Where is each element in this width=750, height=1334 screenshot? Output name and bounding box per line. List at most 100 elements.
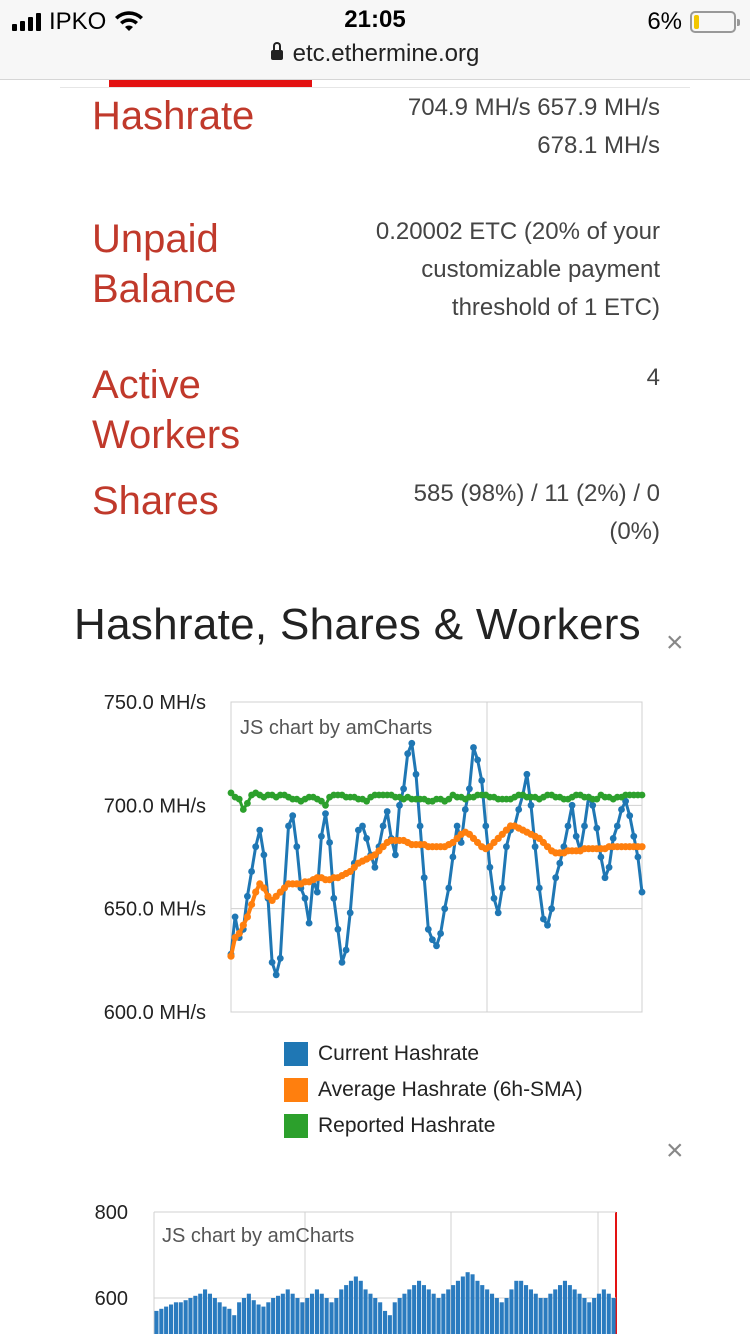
point-current-hashrate xyxy=(429,936,436,944)
chart1-watermark[interactable]: JS chart by amCharts xyxy=(240,717,432,739)
chart1-y-tick: 650.0 MH/s xyxy=(104,899,206,921)
chart2-watermark[interactable]: JS chart by amCharts xyxy=(162,1225,354,1247)
chart2-bar xyxy=(169,1304,174,1334)
address-bar[interactable]: etc.ethermine.org xyxy=(0,40,750,68)
chart2-bar xyxy=(246,1293,251,1334)
point-current-hashrate xyxy=(338,959,346,966)
point-current-hashrate xyxy=(383,808,391,815)
chart2-bar xyxy=(353,1276,358,1334)
legend-reported[interactable]: Reported Hashrate xyxy=(284,1108,583,1144)
chart2-bar xyxy=(222,1306,227,1334)
point-current-hashrate xyxy=(564,822,572,830)
chart2-bar xyxy=(285,1289,290,1334)
url-text: etc.ethermine.org xyxy=(292,40,480,67)
point-current-hashrate xyxy=(445,884,453,892)
battery-percent: 6% xyxy=(647,8,682,35)
unpaid-balance-label: Unpaid Balance xyxy=(92,214,237,314)
chart2-bar xyxy=(251,1300,256,1334)
point-current-hashrate xyxy=(330,894,338,902)
point-current-hashrate xyxy=(593,824,601,832)
chart2-bar xyxy=(611,1298,616,1334)
chart2-bar xyxy=(363,1289,368,1334)
point-current-hashrate xyxy=(494,909,502,917)
point-current-hashrate xyxy=(453,822,461,830)
chart2-bar xyxy=(592,1298,597,1334)
chart2-bar xyxy=(368,1293,373,1334)
close-chart2-button[interactable]: × xyxy=(666,1134,684,1167)
point-current-hashrate xyxy=(589,801,597,809)
chart2-bar xyxy=(348,1280,353,1334)
point-current-hashrate xyxy=(626,812,634,820)
point-current-hashrate xyxy=(527,801,535,809)
chart2-y-tick: 600 xyxy=(95,1288,128,1310)
series-average-hashrate xyxy=(227,822,646,960)
chart2-bar xyxy=(587,1302,592,1334)
point-average-hashrate xyxy=(243,913,251,921)
lock-icon xyxy=(270,42,283,60)
status-left: IPKO xyxy=(12,8,144,36)
chart2-bar xyxy=(295,1298,300,1334)
chart2-bar xyxy=(173,1302,178,1334)
chart2-bar xyxy=(436,1298,441,1334)
point-current-hashrate xyxy=(326,839,333,846)
point-current-hashrate xyxy=(609,835,617,842)
chart2-bar xyxy=(402,1293,407,1334)
chart2-bar xyxy=(528,1289,533,1334)
point-current-hashrate xyxy=(597,853,605,861)
close-chart1-button[interactable]: × xyxy=(666,626,684,659)
signal-icon xyxy=(12,13,41,31)
chart2-bar xyxy=(305,1298,310,1334)
chart1-plot-area xyxy=(230,701,643,1013)
point-current-hashrate xyxy=(613,822,621,830)
point-current-hashrate xyxy=(461,806,469,813)
point-current-hashrate xyxy=(392,851,399,859)
chart2-bar xyxy=(465,1272,470,1334)
point-current-hashrate xyxy=(285,822,292,830)
legend-current-swatch xyxy=(284,1042,308,1066)
point-current-hashrate xyxy=(486,863,494,871)
chart2-bar xyxy=(290,1293,295,1334)
chart2-bar xyxy=(241,1298,246,1334)
chart2-bar xyxy=(159,1308,164,1334)
chart2-bar xyxy=(494,1298,499,1334)
legend-current[interactable]: Current Hashrate xyxy=(284,1036,583,1072)
point-current-hashrate xyxy=(523,770,531,778)
chart2-bar xyxy=(582,1298,587,1334)
legend-average[interactable]: Average Hashrate (6h-SMA) xyxy=(284,1072,583,1108)
point-current-hashrate xyxy=(503,843,510,851)
point-current-hashrate xyxy=(400,785,407,793)
chart2-bar xyxy=(538,1298,543,1334)
point-current-hashrate xyxy=(260,851,268,859)
point-current-hashrate xyxy=(276,954,284,962)
chart2-bar xyxy=(446,1289,451,1334)
hashrate-value: 704.9 MH/s 657.9 MH/s 678.1 MH/s xyxy=(320,89,660,165)
unpaid-label-line2: Balance xyxy=(92,267,237,311)
point-current-hashrate xyxy=(544,921,551,929)
chart2-bar xyxy=(358,1280,363,1334)
point-current-hashrate xyxy=(342,946,350,954)
point-current-hashrate xyxy=(289,812,297,820)
point-current-hashrate xyxy=(548,905,555,913)
point-current-hashrate xyxy=(556,859,564,867)
series-reported-hashrate xyxy=(227,789,646,813)
point-current-hashrate xyxy=(490,894,498,902)
hashrate-value-line1: 704.9 MH/s 657.9 MH/s xyxy=(407,94,660,121)
point-current-hashrate xyxy=(404,750,412,758)
workers-label-line1: Active xyxy=(92,363,201,407)
point-current-hashrate xyxy=(572,832,580,840)
chart2-bar xyxy=(455,1280,460,1334)
point-current-hashrate xyxy=(540,915,547,923)
chart1-y-tick: 750.0 MH/s xyxy=(104,692,206,714)
chart2-bar xyxy=(460,1276,465,1334)
point-current-hashrate xyxy=(618,806,625,813)
chart2-bar xyxy=(519,1280,524,1334)
shares-chart[interactable]: 800 600 JS chart by amCharts xyxy=(60,1190,700,1334)
chart2-bar xyxy=(533,1293,538,1334)
hashrate-chart[interactable]: 750.0 MH/s 700.0 MH/s 650.0 MH/s 600.0 MH/s… xyxy=(60,680,700,1140)
point-current-hashrate xyxy=(482,822,490,830)
point-current-hashrate xyxy=(638,888,646,896)
chart2-bar xyxy=(499,1302,504,1334)
point-current-hashrate xyxy=(371,863,379,871)
point-average-hashrate xyxy=(260,884,268,892)
point-current-hashrate xyxy=(498,884,506,892)
